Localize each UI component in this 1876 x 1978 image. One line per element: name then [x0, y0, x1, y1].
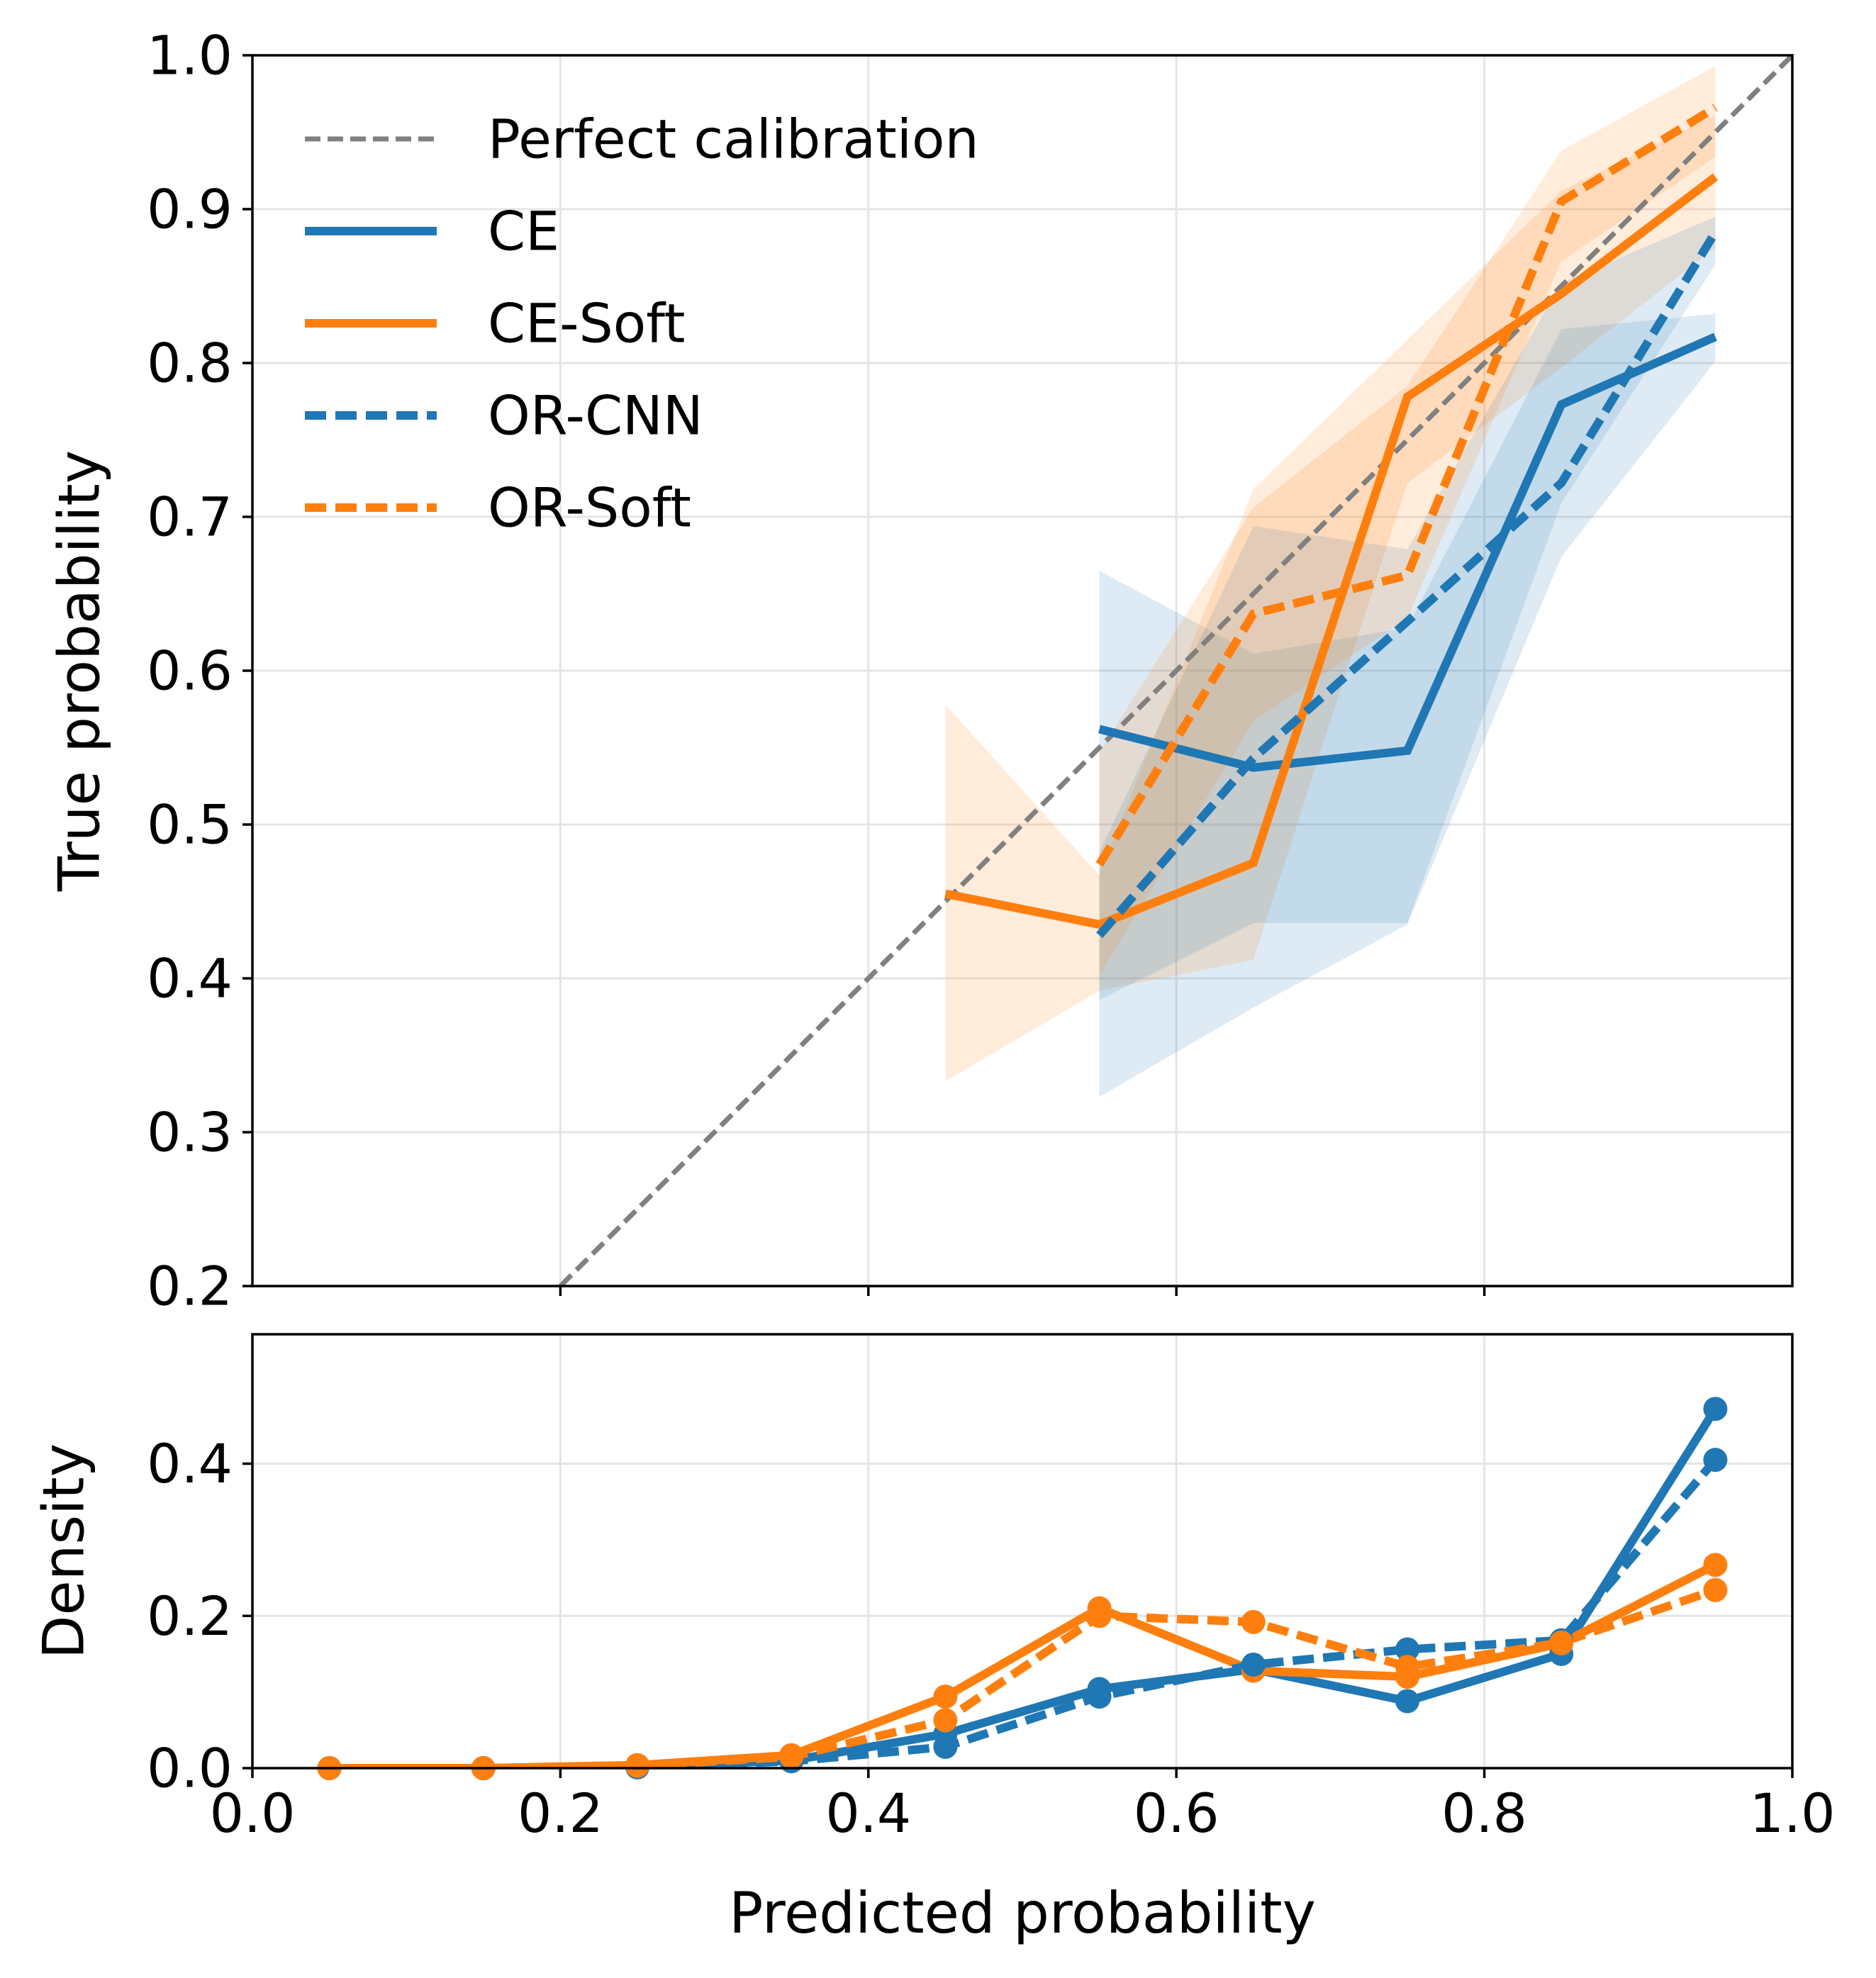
y-tick-label: 1.0	[147, 24, 233, 87]
density-point-ce	[1703, 1397, 1728, 1421]
y-tick-label: 0.2	[147, 1585, 233, 1648]
density-point-or-soft	[1703, 1577, 1728, 1602]
density-point-or-cnn	[933, 1734, 958, 1759]
x-tick-label: 0.8	[1441, 1782, 1527, 1845]
density-y-ticks: 0.0 0.2 0.4	[147, 1432, 252, 1800]
x-tick-label: 0.0	[210, 1782, 296, 1845]
density-point-or-cnn	[1087, 1684, 1112, 1709]
calibration-x-ticks	[559, 1286, 1486, 1296]
density-point-or-soft	[1087, 1604, 1112, 1628]
density-x-ticks: 0.0 0.2 0.4 0.6 0.8 1.0	[210, 1768, 1836, 1845]
line-ce	[1098, 333, 1717, 772]
y-tick-label: 0.5	[147, 793, 233, 856]
band-or-soft	[1099, 66, 1716, 976]
density-point-or-soft	[1549, 1630, 1574, 1655]
density-gridlines	[252, 1334, 1792, 1768]
density-x-axis-title: Predicted probability	[729, 1880, 1316, 1946]
line-ce-soft	[944, 173, 1719, 929]
legend-label-or-soft: OR-Soft	[488, 476, 691, 540]
legend: Perfect calibration CE CE-Soft OR-CNN OR-Sof…	[305, 108, 979, 540]
density-point-ce-soft	[1703, 1553, 1728, 1577]
line-or-soft	[1095, 104, 1718, 867]
perfect-calibration-line	[558, 55, 1792, 1286]
density-plot-frame	[251, 1333, 1794, 1770]
y-tick-label: 0.8	[147, 332, 233, 395]
density-point-ce-soft	[933, 1684, 958, 1709]
y-tick-label: 0.2	[147, 1255, 233, 1318]
calibration-series-lines	[558, 55, 1792, 1286]
density-point-or-soft	[1395, 1655, 1419, 1680]
density-point-or-soft	[1241, 1609, 1266, 1634]
density-point-or-soft	[625, 1753, 649, 1778]
density-point-or-cnn	[1395, 1637, 1419, 1662]
calibration-y-ticks: 0.2 0.3 0.4 0.5 0.6 0.7 0.8 0.9 1.0	[147, 24, 252, 1318]
y-tick-label: 0.0	[147, 1737, 233, 1800]
calibration-confidence-bands	[945, 66, 1716, 1097]
line-or-cnn	[1096, 230, 1719, 939]
x-tick-label: 0.4	[825, 1782, 911, 1845]
x-tick-label: 1.0	[1750, 1782, 1836, 1845]
density-point-or-soft	[933, 1708, 958, 1733]
legend-label-ce: CE	[488, 200, 559, 263]
y-tick-label: 0.3	[147, 1101, 233, 1164]
band-ce	[1099, 313, 1716, 1097]
density-point-or-cnn	[1703, 1448, 1728, 1473]
calibration-y-axis-title: True probability	[47, 450, 113, 892]
density-line-or-cnn	[329, 1457, 1719, 1768]
y-tick-label: 0.7	[147, 486, 233, 549]
y-tick-label: 0.6	[147, 639, 233, 703]
x-tick-label: 0.6	[1134, 1782, 1219, 1845]
y-tick-label: 0.4	[147, 1432, 233, 1495]
density-y-axis-title: Density	[31, 1443, 97, 1659]
y-tick-label: 0.9	[147, 178, 233, 241]
legend-label-or-cnn: OR-CNN	[488, 384, 703, 447]
x-tick-label: 0.2	[518, 1782, 603, 1845]
density-point-or-cnn	[1241, 1652, 1266, 1677]
legend-label-ce-soft: CE-Soft	[488, 292, 685, 355]
density-point-ce	[1395, 1689, 1419, 1714]
y-tick-label: 0.4	[147, 947, 233, 1010]
density-series-markers	[317, 1397, 1728, 1780]
legend-label-perfect-calibration: Perfect calibration	[488, 108, 979, 171]
density-point-or-soft	[779, 1744, 804, 1769]
